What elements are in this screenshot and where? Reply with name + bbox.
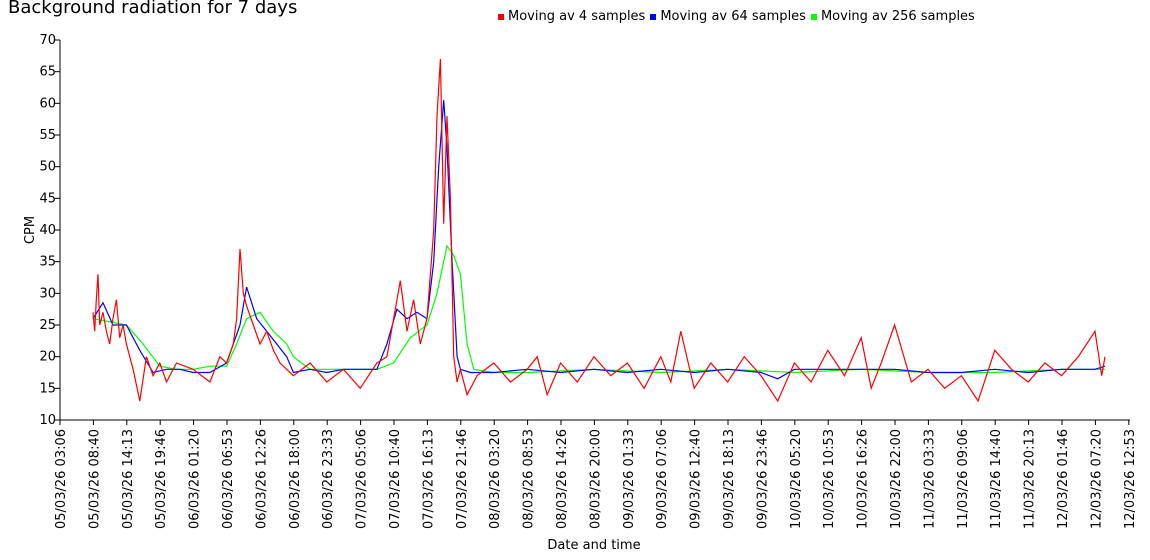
- x-tick-label: 07/03/26 10:40: [388, 429, 403, 529]
- x-tick-label: 08/03/26 03:20: [488, 429, 503, 529]
- x-axis-label: Date and time: [547, 538, 640, 553]
- y-tick-label: 30: [39, 286, 56, 301]
- y-tick-label: 45: [39, 191, 56, 206]
- legend: Moving av 4 samples Moving av 64 samples…: [498, 9, 980, 24]
- x-tick-label: 06/03/26 18:00: [288, 429, 303, 529]
- y-tick-label: 20: [39, 350, 56, 365]
- x-tick-label: 08/03/26 14:26: [555, 429, 570, 529]
- x-tick-label: 08/03/26 20:00: [588, 429, 603, 529]
- chart-title: Background radiation for 7 days: [8, 0, 298, 18]
- x-tick-label: 10/03/26 10:53: [822, 429, 837, 529]
- series-line-2: [92, 244, 1105, 374]
- y-tick-label: 10: [39, 413, 56, 428]
- x-tick-label: 10/03/26 22:00: [889, 429, 904, 529]
- x-tick-label: 05/03/26 14:13: [121, 429, 136, 529]
- legend-item-64: Moving av 64 samples: [650, 9, 806, 24]
- x-tick-label: 11/03/26 20:13: [1023, 429, 1038, 529]
- series-layer: [92, 58, 1106, 403]
- x-tick-label: 05/03/26 08:40: [87, 429, 102, 529]
- legend-swatch-red: [498, 13, 504, 20]
- y-tick-label: 15: [39, 381, 56, 396]
- x-tick-label: 09/03/26 23:46: [755, 429, 770, 529]
- legend-item-4: Moving av 4 samples: [498, 9, 645, 24]
- x-tick-label: 05/03/26 19:46: [154, 429, 169, 529]
- series-line-1: [92, 100, 1106, 380]
- x-tick-label: 06/03/26 23:33: [321, 429, 336, 529]
- x-tick-label: 06/03/26 01:20: [188, 429, 203, 529]
- y-tick-label: 25: [39, 318, 56, 333]
- x-tick-label: 09/03/26 07:06: [655, 429, 670, 529]
- y-tick-label: 35: [39, 255, 56, 270]
- x-tick-label: 06/03/26 12:26: [254, 429, 269, 529]
- legend-swatch-blue: [650, 13, 657, 20]
- y-tick-label: 55: [39, 128, 56, 143]
- legend-label-256: Moving av 256 samples: [820, 9, 975, 24]
- x-tick-label: 11/03/26 14:40: [989, 429, 1004, 529]
- x-tick-label: 10/03/26 16:26: [856, 429, 871, 529]
- x-tick-label: 05/03/26 03:06: [54, 429, 69, 529]
- x-tick-label: 12/03/26 07:20: [1089, 429, 1104, 529]
- x-tick-label: 07/03/26 16:13: [421, 429, 436, 529]
- y-axis-label: CPM: [23, 216, 38, 244]
- x-tick-label: 12/03/26 01:46: [1056, 429, 1071, 529]
- legend-item-256: Moving av 256 samples: [810, 9, 975, 24]
- y-tick-label: 60: [39, 96, 56, 111]
- x-tick-label: 10/03/26 05:20: [789, 429, 804, 529]
- x-tick-label: 09/03/26 12:40: [689, 429, 704, 529]
- legend-label-4: Moving av 4 samples: [508, 9, 646, 24]
- y-tick-label: 40: [39, 223, 56, 238]
- x-tick-label: 06/03/26 06:53: [221, 429, 236, 529]
- series-line-0: [92, 58, 1106, 403]
- y-tick-label: 50: [39, 160, 56, 175]
- legend-label-64: Moving av 64 samples: [660, 9, 806, 24]
- x-tick-label: 11/03/26 03:33: [922, 429, 937, 529]
- x-tick-label: 11/03/26 09:06: [956, 429, 971, 529]
- y-tick-label: 65: [39, 65, 56, 80]
- x-tick-label: 07/03/26 21:46: [455, 429, 470, 529]
- x-tick-label: 07/03/26 05:06: [355, 429, 370, 529]
- x-tick-label: 12/03/26 12:53: [1123, 429, 1138, 529]
- x-tick-label: 09/03/26 18:13: [722, 429, 737, 529]
- x-tick-label: 08/03/26 08:53: [522, 429, 537, 529]
- legend-swatch-green: [810, 13, 817, 20]
- y-tick-label: 70: [39, 33, 56, 48]
- axes: 10 15 20 25 30 35 40 45 50 55 60 65 70 05/03/26 03:06…: [39, 33, 1137, 529]
- x-tick-label: 09/03/26 01:33: [622, 429, 637, 529]
